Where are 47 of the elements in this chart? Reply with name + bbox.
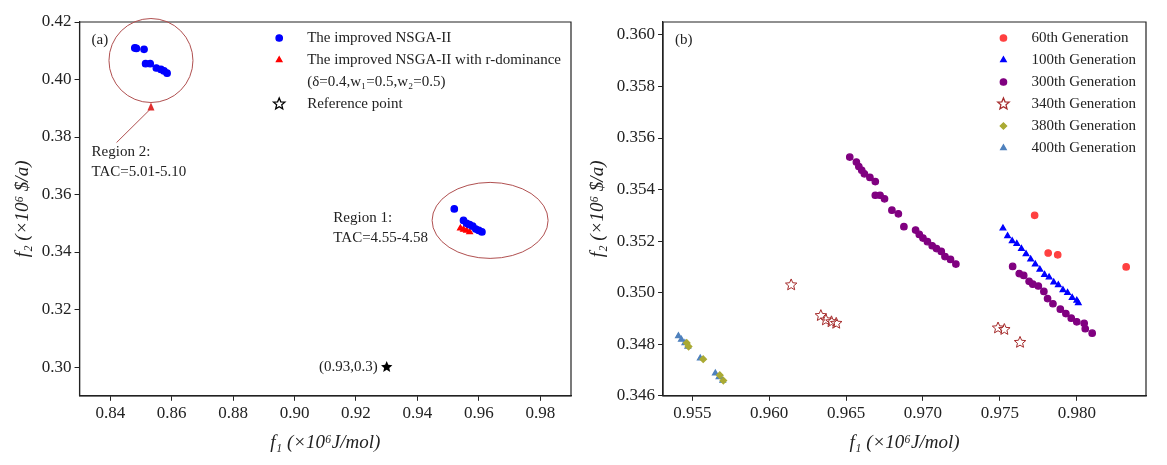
x-tick-label: 0.955 <box>673 403 712 423</box>
x-tick-label: 0.98 <box>525 403 556 423</box>
legend-label: 380th Generation <box>1031 116 1137 133</box>
x-tick-label: 0.975 <box>980 403 1020 423</box>
y-tick-label: 0.354 <box>616 179 656 199</box>
x-tick-label: 0.84 <box>95 403 126 423</box>
y-tick-label: 0.36 <box>41 183 72 203</box>
y-tick-label: 0.352 <box>616 230 656 250</box>
y-tick-label: 0.34 <box>41 241 73 261</box>
legend-label: 400th Generation <box>1031 138 1137 155</box>
y-tick-label: 0.42 <box>41 11 72 31</box>
legend-label: 60th Generation <box>1031 28 1129 45</box>
x-tick-label: 0.96 <box>463 403 494 423</box>
y-axis-title: f₂ (×10⁶ $/a) <box>586 160 609 258</box>
x-tick-label: 0.88 <box>218 403 248 423</box>
x-tick-label: 0.960 <box>750 403 789 423</box>
x-axis-title: f₁ (×10⁶J/mol) <box>849 430 960 453</box>
y-axis-title: f₂ (×10⁶ $/a) <box>11 160 34 258</box>
y-tick-label: 0.360 <box>616 24 656 44</box>
legend-label: The improved NSGA-II <box>307 28 452 45</box>
x-tick-label: 0.92 <box>341 403 371 423</box>
legend-label: The improved NSGA-II with r-dominance (δ=0.4,w₁=0.5,w₂=0.5) <box>307 50 562 90</box>
y-tick-label: 0.358 <box>616 75 656 95</box>
legend-label: Reference point <box>307 94 404 111</box>
x-tick-label: 0.965 <box>826 403 866 423</box>
annotation: (0.93,0.3) <box>318 357 378 375</box>
y-tick-label: 0.32 <box>41 299 72 319</box>
annotation: (a) <box>91 30 109 48</box>
x-axis-title: f₁ (×10⁶J/mol) <box>270 430 381 453</box>
y-tick-label: 0.40 <box>41 68 72 88</box>
annotation: Region 1: TAC=4.55-4.58 <box>333 209 429 246</box>
annotation: (b) <box>675 30 693 48</box>
legend-label: 100th Generation <box>1031 50 1137 67</box>
y-tick-label: 0.38 <box>41 126 72 146</box>
x-tick-label: 0.970 <box>903 403 943 423</box>
x-tick-label: 0.90 <box>279 403 310 423</box>
y-tick-label: 0.346 <box>616 385 656 405</box>
y-tick-label: 0.356 <box>616 127 656 147</box>
y-tick-label: 0.350 <box>616 282 656 302</box>
x-tick-label: 0.980 <box>1057 403 1096 423</box>
y-tick-label: 0.30 <box>41 356 72 376</box>
legend-label: 300th Generation <box>1031 72 1137 89</box>
x-tick-label: 0.94 <box>402 403 433 423</box>
y-tick-label: 0.348 <box>616 333 656 353</box>
annotation: Region 2: TAC=5.01-5.10 <box>91 143 187 180</box>
x-tick-label: 0.86 <box>156 403 187 423</box>
legend-label: 340th Generation <box>1031 94 1137 111</box>
